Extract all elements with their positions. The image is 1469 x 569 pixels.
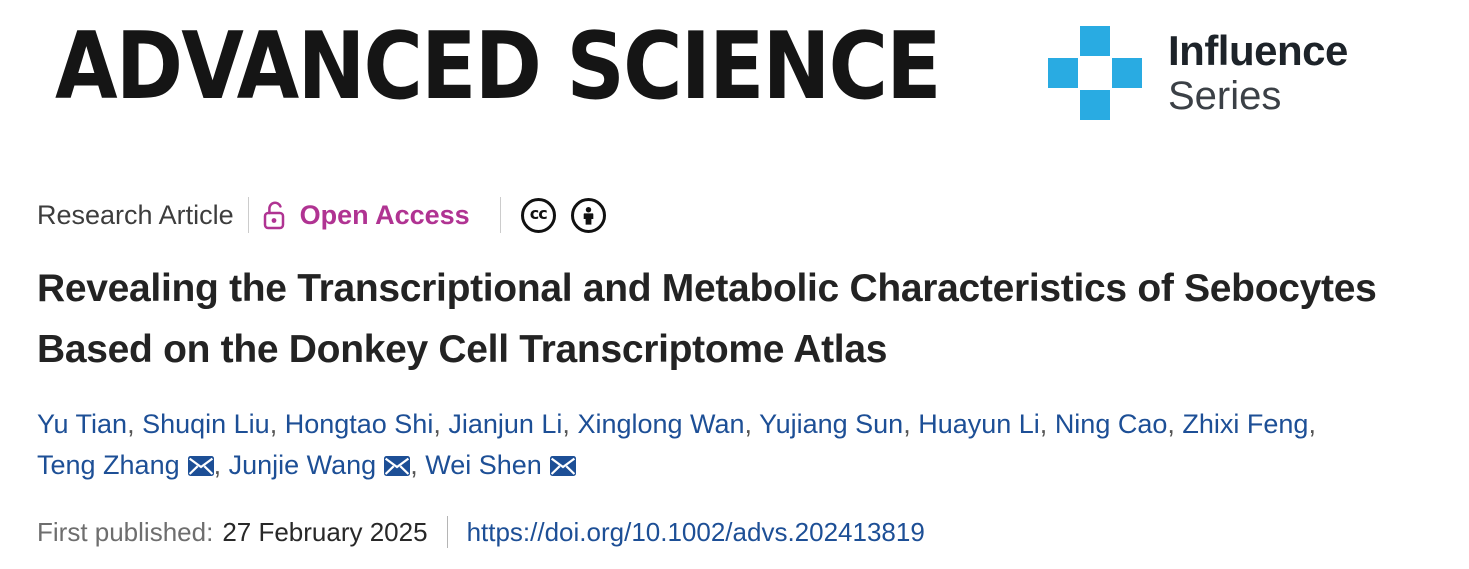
email-icon[interactable]: [549, 447, 576, 488]
author-link[interactable]: Ning Cao: [1054, 409, 1168, 439]
author-separator: ,: [1039, 409, 1055, 439]
divider: [446, 516, 448, 548]
article-type-label: Research Article: [37, 199, 234, 230]
journal-logo[interactable]: ADVANCED SCIENCE: [55, 12, 942, 120]
badge-cross-icon: [1048, 26, 1142, 120]
divider: [499, 197, 501, 233]
publication-info: First published: 27 February 2025 https:…: [37, 514, 925, 550]
cc-license-icon[interactable]: cc: [520, 197, 556, 233]
attribution-license-icon[interactable]: [570, 197, 606, 233]
influence-series-badge[interactable]: Influence Series: [1048, 26, 1348, 120]
open-access-label: Open Access: [299, 199, 470, 230]
first-published-date: 27 February 2025: [222, 516, 428, 547]
first-published-label: First published:: [37, 516, 214, 547]
author-link[interactable]: Xinglong Wan: [577, 409, 745, 439]
author-link[interactable]: Shuqin Liu: [142, 409, 270, 439]
email-icon[interactable]: [384, 447, 411, 488]
author-separator: ,: [433, 409, 449, 439]
author-link[interactable]: Teng Zhang: [37, 450, 180, 480]
author-separator: ,: [744, 409, 760, 439]
badge-subtitle: Series: [1168, 74, 1282, 118]
author-link[interactable]: Hongtao Shi: [284, 409, 434, 439]
cc-license-text: cc: [529, 204, 548, 223]
author-separator: ,: [1167, 409, 1183, 439]
meta-bar: Research Article Open Access cc: [37, 196, 606, 234]
authors-list: Yu Tian, Shuqin Liu, Hongtao Shi, Jianju…: [37, 404, 1432, 488]
author-separator: ,: [1308, 409, 1316, 439]
author-separator: ,: [562, 409, 578, 439]
author-separator: ,: [269, 409, 285, 439]
author-separator: ,: [903, 409, 919, 439]
author-separator: ,: [410, 450, 426, 480]
author-link[interactable]: Huayun Li: [918, 409, 1040, 439]
article-title: Revealing the Transcriptional and Metabo…: [37, 267, 1377, 371]
open-lock-icon: [263, 200, 289, 231]
author-link[interactable]: Jianjun Li: [448, 409, 563, 439]
author-link[interactable]: Wei Shen: [425, 450, 542, 480]
email-icon[interactable]: [187, 447, 214, 488]
author-link[interactable]: Zhixi Feng: [1182, 409, 1309, 439]
badge-title: Influence: [1168, 27, 1348, 74]
divider: [247, 197, 249, 233]
author-link[interactable]: Yujiang Sun: [759, 409, 904, 439]
author-separator: ,: [213, 450, 229, 480]
author-link[interactable]: Yu Tian: [37, 409, 128, 439]
doi-link[interactable]: https://doi.org/10.1002/advs.202413819: [466, 516, 925, 547]
author-separator: ,: [127, 409, 143, 439]
author-link[interactable]: Junjie Wang: [228, 450, 377, 480]
